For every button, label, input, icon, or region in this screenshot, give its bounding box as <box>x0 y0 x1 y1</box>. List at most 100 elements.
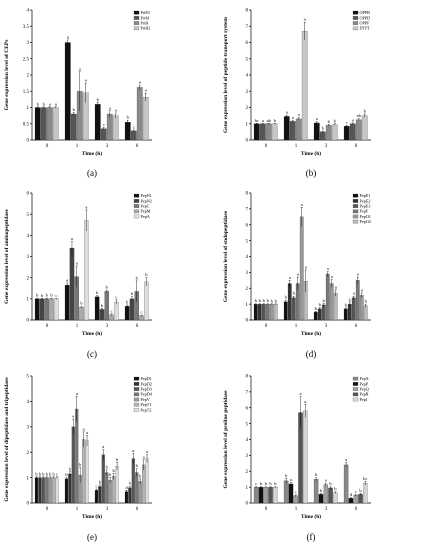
legend-label: PepN2 <box>141 198 152 203</box>
significance-letter: b <box>52 471 55 476</box>
bar <box>49 298 54 321</box>
bar <box>257 304 262 321</box>
significance-letter: b <box>265 481 268 486</box>
significance-letter: b <box>136 275 139 280</box>
legend-swatch <box>133 387 140 391</box>
x-tick-label: 6 <box>136 507 139 512</box>
bar <box>329 283 334 321</box>
significance-letter: a <box>335 284 337 289</box>
significance-letter: a <box>298 112 300 117</box>
bar <box>263 487 268 504</box>
legend-swatch <box>352 10 359 15</box>
bar <box>343 464 349 504</box>
significance-letter: a <box>109 105 111 110</box>
bar <box>343 126 350 141</box>
x-axis-title: Time (h) <box>301 513 321 520</box>
significance-letter: b <box>50 293 53 298</box>
panel-label: (d) <box>306 349 317 359</box>
significance-letter: c <box>95 484 97 489</box>
y-axis-title: Gene expression level of aminopeptidase <box>4 209 10 304</box>
bar <box>129 298 135 321</box>
significance-letter: a <box>55 101 57 106</box>
x-tick-label: 3 <box>325 144 328 149</box>
bar <box>273 487 278 504</box>
x-tick-label: 0 <box>265 324 268 329</box>
significance-letter: a <box>132 448 134 453</box>
legend-swatch <box>133 408 140 412</box>
y-tick-label: 1 <box>27 106 30 111</box>
legend-label: PepT2 <box>141 407 152 412</box>
y-axis-title: Gene expression level of proline peptida… <box>223 390 229 489</box>
significance-letter: b <box>263 298 266 303</box>
significance-letter: a <box>72 414 74 419</box>
bar <box>108 480 112 504</box>
significance-letter: a <box>292 115 294 120</box>
bar <box>358 494 363 504</box>
legend-swatch <box>352 387 359 391</box>
significance-letter: b <box>129 481 132 486</box>
x-axis-title: Time (h) <box>82 150 102 157</box>
significance-letter: b <box>259 298 262 303</box>
x-tick-label: 1 <box>76 144 79 149</box>
significance-letter: c <box>355 489 357 494</box>
x-tick-label: 3 <box>106 324 109 329</box>
bar <box>34 107 41 141</box>
x-axis-title: Time (h) <box>82 513 102 520</box>
bar <box>347 304 352 321</box>
bar <box>363 305 368 321</box>
significance-letter: a <box>361 288 363 293</box>
bar <box>343 308 348 321</box>
bar <box>70 113 77 141</box>
significance-letter: b <box>271 298 274 303</box>
legend-label: PepO2 <box>360 219 371 224</box>
significance-letter: c <box>141 310 143 315</box>
significance-letter: b <box>80 301 83 306</box>
bar <box>142 464 146 504</box>
significance-letter: b <box>49 471 52 476</box>
significance-letter: ab <box>357 113 362 118</box>
bar <box>288 483 294 504</box>
significance-letter: b <box>320 488 323 493</box>
significance-letter: a <box>71 236 73 241</box>
bar <box>64 478 69 504</box>
significance-letter: a <box>301 202 303 207</box>
bar <box>142 96 149 141</box>
bar <box>136 87 143 141</box>
legend-label: PepE2 <box>360 198 371 203</box>
bar <box>325 125 332 141</box>
significance-letter: c <box>133 124 135 129</box>
bar <box>75 408 79 504</box>
bar <box>283 301 288 321</box>
bar <box>265 304 270 321</box>
bar <box>283 480 289 504</box>
significance-letter: a <box>146 449 148 454</box>
bar <box>54 298 59 321</box>
bar <box>79 307 84 321</box>
significance-letter: a <box>353 291 355 296</box>
significance-letter: b <box>97 97 100 102</box>
bar <box>138 481 142 504</box>
x-tick-label: 1 <box>76 324 79 329</box>
bar <box>68 473 72 504</box>
bar <box>313 122 320 141</box>
panel-a: 0 0.5 1 1.5 2 2.5 3 3.5 4 b b a a 0 a b a a 1 b c a a 3 b c a a 6 Tim… <box>0 0 219 183</box>
x-tick-label: 0 <box>265 144 268 149</box>
significance-letter: a <box>79 66 81 71</box>
significance-letter: a <box>76 261 78 266</box>
bar <box>94 296 100 321</box>
legend-swatch <box>352 204 359 208</box>
panel-label: (c) <box>87 349 97 359</box>
legend-swatch <box>133 21 140 25</box>
bar <box>269 304 274 321</box>
legend-swatch <box>352 382 359 386</box>
y-tick-label: 4 <box>27 9 30 14</box>
bar <box>64 42 71 141</box>
bar <box>94 104 101 141</box>
significance-letter: c <box>295 490 297 495</box>
significance-letter: b <box>136 463 139 468</box>
significance-letter: a <box>316 116 318 121</box>
y-tick-label: 3 <box>246 454 249 459</box>
x-tick-label: 6 <box>136 144 139 149</box>
y-tick-label: 2 <box>27 74 30 79</box>
